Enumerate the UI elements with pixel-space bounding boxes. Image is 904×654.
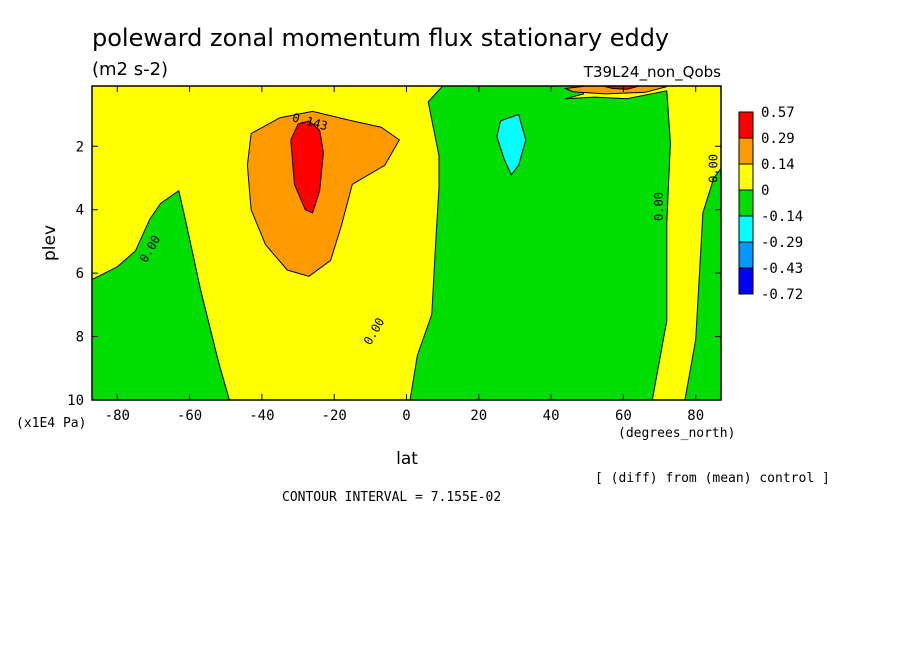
contour-label-4: 0.00 xyxy=(706,154,720,183)
colorbar-label: -0.43 xyxy=(761,261,803,277)
chart-units: (m2 s-2) xyxy=(92,59,168,80)
contour-region-1 xyxy=(92,189,230,400)
colorbar-swatch xyxy=(738,189,754,217)
experiment-label: T39L24_non_Qobs xyxy=(583,63,721,82)
colorbar: 0.57 0.29 0.14 0 -0.14 -0.29 -0.43 -0.72 xyxy=(738,105,803,303)
y-axis-ticks: 2 4 6 8 10 xyxy=(67,139,721,409)
chart-title: poleward zonal momentum flux stationary … xyxy=(92,24,669,52)
y-tick-label: 2 xyxy=(76,139,84,155)
y-tick-label: 4 xyxy=(76,203,84,219)
colorbar-label: 0.14 xyxy=(761,157,795,173)
comparison-note: [ (diff) from (mean) control ] xyxy=(595,471,830,486)
x-tick-label: -40 xyxy=(249,408,274,424)
contour-label-3: 0.00 xyxy=(652,192,666,221)
colorbar-label: 0.29 xyxy=(761,131,795,147)
x-tick-label: 40 xyxy=(543,408,560,424)
colorbar-swatch xyxy=(738,137,754,165)
contour-region-3 xyxy=(684,167,721,400)
x-tick-label: 0 xyxy=(402,408,410,424)
y-tick-label: 6 xyxy=(76,266,84,282)
y-axis-label: plev xyxy=(40,225,60,261)
x-tick-label: -20 xyxy=(322,408,347,424)
y-axis-units: (x1E4 Pa) xyxy=(16,416,86,431)
contour-region-8 xyxy=(605,86,642,90)
y-tick-label: 8 xyxy=(76,330,84,346)
colorbar-label: 0 xyxy=(761,183,769,199)
colorbar-swatch xyxy=(738,267,754,295)
x-axis-ticks: -80 -60 -40 -20 0 20 40 60 80 xyxy=(105,86,704,424)
contour-region-7 xyxy=(290,120,324,214)
x-axis-label: lat xyxy=(396,449,418,469)
x-tick-label: 20 xyxy=(470,408,487,424)
contour-region-5 xyxy=(246,110,400,277)
colorbar-label: -0.14 xyxy=(761,209,803,225)
colorbar-swatch xyxy=(738,241,754,269)
x-tick-label: 80 xyxy=(687,408,704,424)
contour-interval: CONTOUR INTERVAL = 7.155E-02 xyxy=(282,490,501,505)
contour-fill-regions xyxy=(92,86,721,400)
colorbar-swatch xyxy=(738,111,754,139)
colorbar-label: 0.57 xyxy=(761,105,795,121)
contour-region-2 xyxy=(409,86,671,400)
colorbar-swatch xyxy=(738,163,754,191)
contour-region-4 xyxy=(496,113,527,176)
colorbar-label: -0.72 xyxy=(761,287,803,303)
x-axis-units: (degrees_north) xyxy=(618,426,735,441)
y-tick-label: 10 xyxy=(67,393,84,409)
colorbar-swatch xyxy=(738,215,754,243)
x-tick-label: -60 xyxy=(177,408,202,424)
x-tick-label: 60 xyxy=(615,408,632,424)
x-tick-label: -80 xyxy=(105,408,130,424)
contour-region-6 xyxy=(563,86,667,95)
colorbar-label: -0.29 xyxy=(761,235,803,251)
